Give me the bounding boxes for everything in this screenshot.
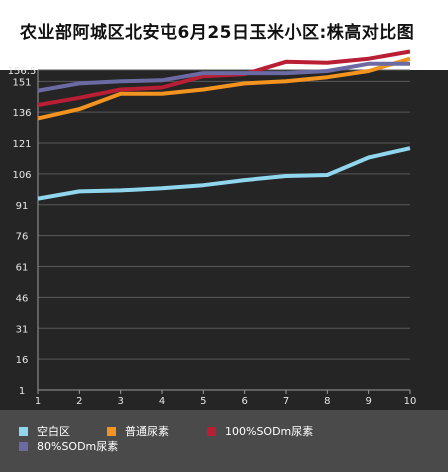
legend-swatch <box>107 426 116 436</box>
legend-label: 80%SODm尿素 <box>37 440 119 453</box>
x-tick-label: 1 <box>35 396 41 407</box>
y-tick-label: 61 <box>16 263 29 274</box>
legend-label: 100%SODm尿素 <box>225 425 314 438</box>
y-tick-label: 136 <box>12 108 31 119</box>
legend-label: 普通尿素 <box>125 425 169 438</box>
legend-item[interactable]: 80%SODm尿素 <box>19 438 118 454</box>
y-tick-label: 16 <box>16 355 29 366</box>
y-tick-label: 76 <box>16 232 29 243</box>
x-tick-label: 10 <box>404 396 417 407</box>
chart-panel <box>0 70 448 472</box>
y-tick-label: 121 <box>12 139 31 150</box>
y-tick-label: 106 <box>12 170 31 181</box>
y-tick-label: 46 <box>16 293 29 304</box>
chart-title: 农业部阿城区北安屯6月25日玉米小区:株高对比图 <box>20 23 415 43</box>
axes <box>37 70 411 394</box>
x-tick-label: 2 <box>76 396 82 407</box>
legend-swatch <box>19 441 28 451</box>
series-line <box>37 146 411 201</box>
x-tick-label: 3 <box>117 396 123 407</box>
legend-swatch <box>207 426 216 436</box>
y-tick-label: 1 <box>19 386 25 397</box>
x-tick-label: 4 <box>159 396 165 407</box>
x-tick-label: 9 <box>365 396 371 407</box>
y-tick-label: 156.5 <box>8 66 37 77</box>
x-tick-label: 7 <box>283 396 289 407</box>
y-tick-label: 151 <box>12 77 31 88</box>
y-tick-label: 91 <box>16 201 29 212</box>
x-tick-label: 5 <box>200 396 206 407</box>
y-tick-label: 31 <box>16 324 29 335</box>
legend-item[interactable]: 100%SODm尿素 <box>207 423 313 439</box>
legend-swatch <box>19 426 28 436</box>
legend-label: 空白区 <box>37 425 70 438</box>
grid-lines <box>38 69 410 360</box>
x-tick-label: 6 <box>241 396 247 407</box>
legend-item[interactable]: 空白区 <box>19 423 70 439</box>
legend-item[interactable]: 普通尿素 <box>107 423 169 439</box>
chart-legend: 空白区 普通尿素 100%SODm尿素 80%SODm尿素 <box>0 410 448 472</box>
series-lines <box>37 49 411 201</box>
series-line <box>37 61 410 93</box>
x-tick-label: 8 <box>324 396 330 407</box>
series-line <box>37 56 411 121</box>
series-line <box>37 49 411 107</box>
